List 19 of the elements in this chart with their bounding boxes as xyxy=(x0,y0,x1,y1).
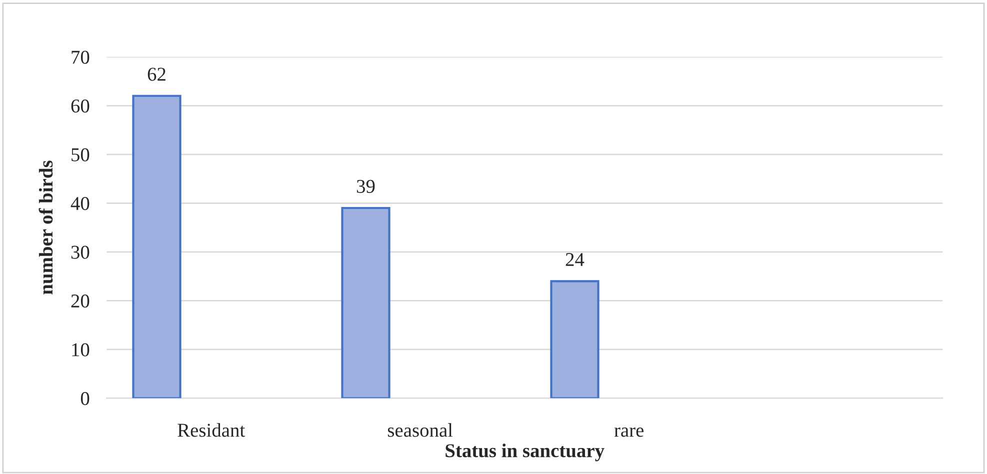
y-tick-label: 0 xyxy=(80,392,90,406)
data-label: 39 xyxy=(356,180,375,193)
y-tick-label: 10 xyxy=(72,343,90,356)
y-tick-label: 70 xyxy=(72,50,90,64)
x-tick-label: Residant xyxy=(178,423,246,437)
data-label: 24 xyxy=(566,253,584,266)
x-tick-label: rare xyxy=(614,427,644,437)
y-tick-label: 30 xyxy=(71,246,90,259)
y-tick-label: 50 xyxy=(72,148,90,162)
bar xyxy=(341,206,390,398)
data-label: 62 xyxy=(148,68,166,81)
bar xyxy=(132,94,182,398)
bar xyxy=(550,280,600,398)
y-tick-label: 60 xyxy=(71,99,90,113)
y-tick-label: 20 xyxy=(71,294,90,308)
x-axis-title: Status in sanctuary xyxy=(446,444,604,462)
x-tick-label: seasonal xyxy=(388,423,453,437)
y-axis-title: number of birds xyxy=(38,160,53,294)
y-tick-label: 40 xyxy=(70,196,90,210)
